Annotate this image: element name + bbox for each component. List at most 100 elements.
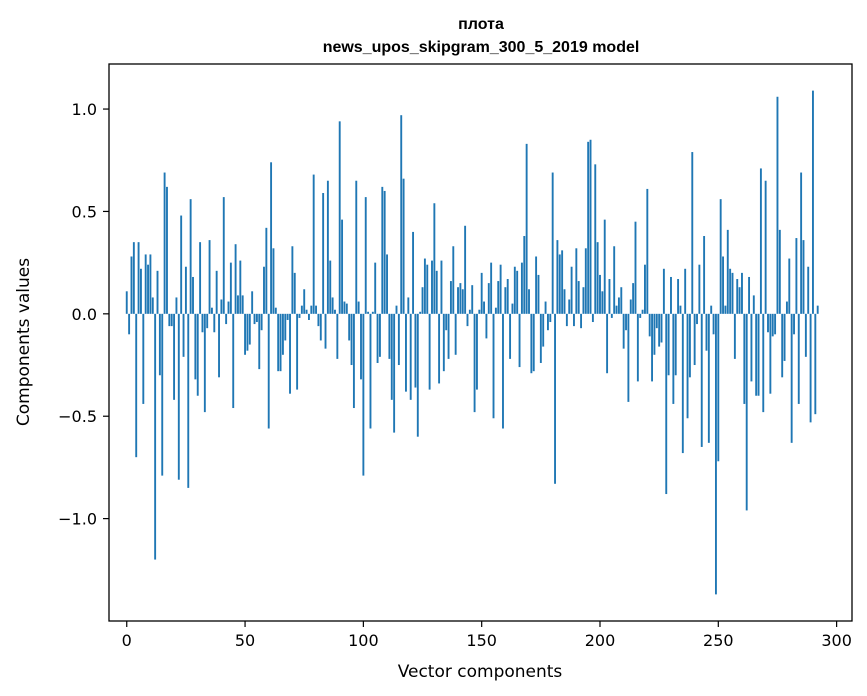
bar — [752, 295, 755, 314]
bar — [258, 313, 261, 370]
bar — [163, 172, 166, 314]
bar — [277, 313, 280, 372]
bar — [667, 313, 670, 376]
bar — [222, 197, 225, 314]
bar — [357, 301, 360, 314]
bar — [468, 309, 471, 314]
bar — [696, 313, 698, 325]
x-tick-label: 50 — [235, 631, 255, 650]
bar — [551, 172, 554, 314]
bar — [665, 313, 668, 495]
bar — [218, 313, 220, 378]
bar — [504, 287, 507, 314]
bar — [281, 313, 284, 355]
bar — [693, 313, 696, 366]
bar — [767, 313, 769, 333]
bar — [388, 313, 391, 359]
bar — [523, 236, 526, 314]
bar — [516, 270, 519, 314]
bar — [710, 305, 713, 314]
bar — [423, 258, 426, 314]
y-axis-ticks: −1.0 −0.5 0.0 0.5 1.0 — [58, 100, 109, 529]
x-axis-label: Vector components — [398, 662, 563, 682]
bar — [816, 305, 819, 314]
bar — [722, 256, 724, 314]
bar — [736, 279, 739, 314]
bar — [317, 313, 320, 327]
bar — [662, 268, 665, 314]
bar — [405, 313, 407, 392]
bar — [397, 313, 400, 366]
bar — [778, 229, 781, 314]
bar — [707, 313, 710, 443]
bar — [518, 313, 521, 368]
bar — [599, 274, 601, 314]
bar — [232, 313, 235, 409]
bar — [520, 262, 523, 314]
bar — [447, 313, 450, 359]
bar — [577, 281, 580, 314]
bar — [672, 313, 675, 404]
bar — [603, 219, 606, 314]
bar — [303, 289, 306, 314]
bar — [733, 313, 736, 359]
bar — [558, 254, 561, 314]
bar — [419, 311, 422, 314]
bar — [149, 254, 152, 314]
bar — [378, 313, 381, 357]
bar — [239, 260, 242, 314]
bar-series — [125, 90, 819, 595]
bar — [442, 313, 445, 372]
bar — [284, 313, 287, 341]
bar — [192, 276, 194, 314]
bar — [632, 283, 635, 314]
bar — [315, 305, 317, 314]
bar — [544, 301, 547, 314]
bar — [580, 313, 583, 329]
bar — [471, 285, 474, 314]
bar — [203, 313, 206, 413]
bar — [509, 313, 512, 359]
bar — [355, 180, 358, 314]
bar — [629, 299, 632, 314]
bar — [452, 246, 455, 314]
bar — [409, 313, 412, 400]
bar — [769, 313, 772, 394]
bar — [764, 180, 767, 314]
bar — [502, 313, 504, 429]
bar — [804, 313, 807, 357]
bar — [800, 172, 803, 314]
bar — [383, 190, 386, 314]
chart-subtitle: news_upos_skipgram_300_5_2019 model — [323, 39, 640, 56]
bar — [381, 186, 384, 314]
bar — [334, 309, 336, 314]
x-tick-label: 250 — [703, 631, 734, 650]
bar — [348, 313, 351, 341]
bar — [390, 313, 393, 400]
bar — [814, 313, 817, 415]
bar — [291, 246, 294, 314]
bar — [137, 242, 140, 314]
bar — [364, 197, 367, 314]
bar — [454, 313, 457, 355]
bar — [679, 305, 682, 314]
bar — [274, 307, 277, 314]
bar — [741, 272, 743, 314]
bar — [326, 180, 329, 314]
bar — [213, 313, 216, 333]
bar — [341, 219, 344, 314]
bar — [639, 313, 642, 318]
bar — [802, 240, 805, 314]
bar — [459, 283, 462, 314]
bar — [324, 313, 327, 349]
bar — [227, 301, 230, 314]
bar — [461, 289, 464, 314]
bar — [712, 313, 715, 335]
bar — [338, 121, 341, 314]
bar — [641, 309, 644, 314]
bar — [494, 307, 497, 314]
bar — [748, 276, 751, 314]
x-tick-label: 100 — [348, 631, 379, 650]
bar — [199, 242, 202, 314]
